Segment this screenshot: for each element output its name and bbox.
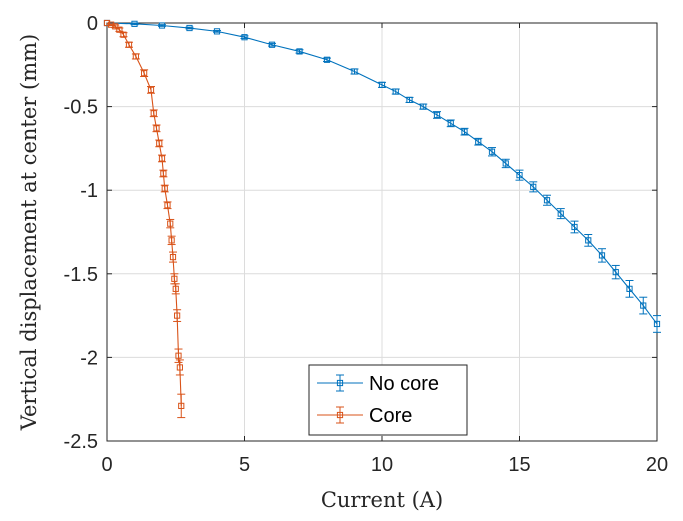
x-axis-title: Current (A) <box>321 488 443 512</box>
data-point-marker <box>153 125 160 132</box>
data-point-marker <box>172 285 179 292</box>
x-tick-label: 10 <box>371 454 393 476</box>
data-point-marker <box>174 312 181 319</box>
data-point-marker <box>168 237 175 244</box>
y-tick-label: -2.5 <box>64 431 98 453</box>
data-point-marker <box>406 96 413 104</box>
legend-item-core: Core <box>317 405 412 427</box>
y-tick-label: -1.5 <box>64 264 98 286</box>
data-point-marker <box>112 23 119 30</box>
data-point-marker <box>543 197 551 204</box>
series-no-core <box>103 19 661 333</box>
series-line <box>106 22 182 406</box>
legend-items: No core Core <box>317 373 439 427</box>
series-core <box>103 19 186 419</box>
data-point-marker <box>132 53 139 60</box>
legend-label: No core <box>369 373 439 395</box>
data-point-marker <box>241 34 248 41</box>
legend-label: Core <box>369 405 412 427</box>
data-point-marker <box>116 26 123 33</box>
y-axis-title: Vertical displacement at center (mm) <box>17 34 41 431</box>
data-point-marker <box>176 364 183 371</box>
y-tick-label: 0 <box>87 13 98 35</box>
y-tick-label: -0.5 <box>64 97 98 119</box>
legend-box <box>308 364 468 436</box>
data-point-marker <box>158 22 166 29</box>
data-point-marker <box>475 138 482 145</box>
data-point-marker <box>120 31 127 38</box>
data-point-marker <box>640 302 647 309</box>
x-tick-label: 20 <box>646 454 668 476</box>
data-point-marker <box>516 172 523 179</box>
data-point-marker <box>156 140 163 147</box>
data-point-marker <box>323 56 331 63</box>
y-tick-label: -1 <box>80 180 98 202</box>
data-point-marker <box>392 88 399 95</box>
data-point-marker <box>461 128 468 135</box>
data-point-marker <box>186 24 193 32</box>
y-tick-label: -2 <box>80 347 98 369</box>
data-point-marker <box>167 220 174 227</box>
data-point-marker <box>378 81 386 88</box>
data-point-marker <box>268 41 276 48</box>
data-point-marker <box>626 285 633 292</box>
x-tick-label: 15 <box>508 454 530 476</box>
data-point-marker <box>488 148 496 155</box>
legend-marker-sample <box>336 411 344 419</box>
data-point-marker <box>530 183 537 190</box>
axis-ticks: 0 5 10 15 20 0 -0.5 -1 -1.5 -2 -2.5 <box>64 13 669 476</box>
data-point-marker <box>571 223 578 231</box>
data-point-marker <box>164 202 171 209</box>
data-point-marker <box>447 120 454 127</box>
data-point-marker <box>175 352 182 359</box>
data-point-marker <box>213 28 221 35</box>
data-point-marker <box>150 110 157 117</box>
data-point-marker <box>178 402 185 409</box>
data-point-marker <box>147 86 155 93</box>
data-point-marker <box>141 70 148 77</box>
data-point-marker <box>585 237 592 244</box>
legend-item-no-core: No core <box>317 373 439 395</box>
data-point-marker <box>169 253 177 261</box>
data-point-marker <box>351 68 358 75</box>
data-point-marker <box>103 19 111 27</box>
data-point-marker <box>160 170 167 177</box>
data-point-marker <box>612 269 619 276</box>
data-point-marker <box>420 103 427 110</box>
data-point-marker <box>131 20 138 27</box>
data-point-marker <box>296 48 303 55</box>
data-point-marker <box>502 160 509 167</box>
legend-marker-sample <box>336 379 344 387</box>
data-point-marker <box>598 252 606 259</box>
data-point-marker <box>171 275 178 282</box>
data-point-marker <box>433 111 441 119</box>
data-point-marker <box>557 210 564 217</box>
x-tick-label: 5 <box>239 454 250 476</box>
x-tick-label: 0 <box>101 454 112 476</box>
series-layer <box>103 19 661 419</box>
data-point-marker <box>125 41 133 48</box>
legend: No core Core <box>308 364 468 436</box>
data-point-marker <box>158 155 166 162</box>
data-point-marker <box>161 185 168 192</box>
data-point-marker <box>653 320 661 328</box>
